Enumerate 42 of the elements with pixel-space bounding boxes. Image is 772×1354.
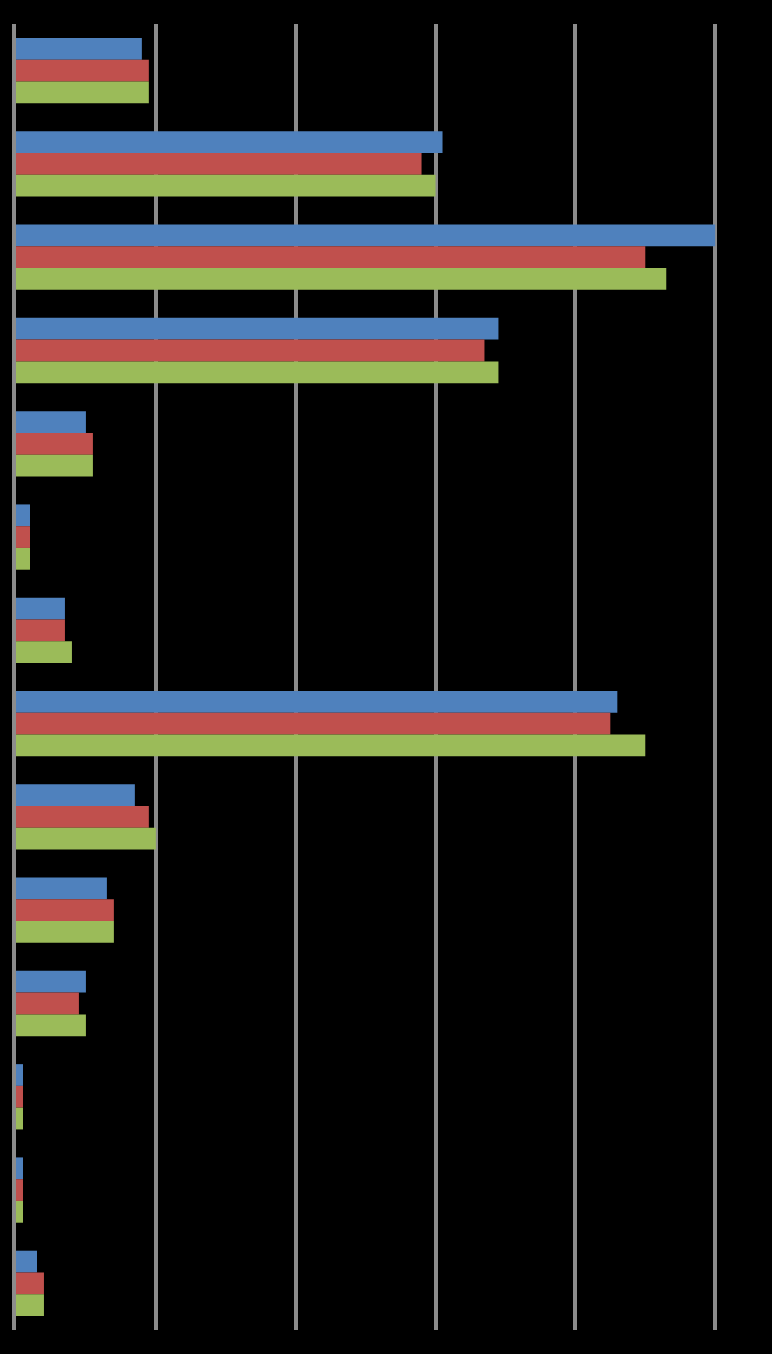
bar [16,339,485,362]
bar [16,691,618,713]
bar [16,1064,23,1086]
bar [16,597,65,620]
bar [16,734,646,757]
bar [16,877,107,900]
bar [16,317,499,340]
bar [16,1250,37,1273]
bar [16,153,422,175]
bar [16,131,443,154]
bar [16,81,149,104]
bar [16,454,93,477]
bar [16,899,114,922]
bar [16,224,716,247]
bar [16,38,142,60]
bar [16,361,499,384]
bar [16,268,667,290]
bar [16,1157,23,1180]
bar [16,1272,44,1295]
bar [16,827,156,850]
bar [16,992,79,1015]
bar [16,1200,23,1223]
bar [16,784,135,807]
bar [16,641,72,663]
bar [16,712,611,735]
bar [16,432,93,455]
bar [16,526,30,548]
bar [16,1107,23,1130]
bar [16,619,65,642]
bar [16,174,436,197]
bar [16,1294,44,1316]
bar [16,1085,23,1108]
bar [16,1179,23,1201]
bar [16,1014,86,1037]
bar [16,547,30,570]
bar [16,504,30,527]
bar [16,411,86,433]
bar [16,59,149,82]
bar [16,970,86,993]
bar [16,921,114,943]
bar [16,246,646,269]
bar [16,806,149,828]
